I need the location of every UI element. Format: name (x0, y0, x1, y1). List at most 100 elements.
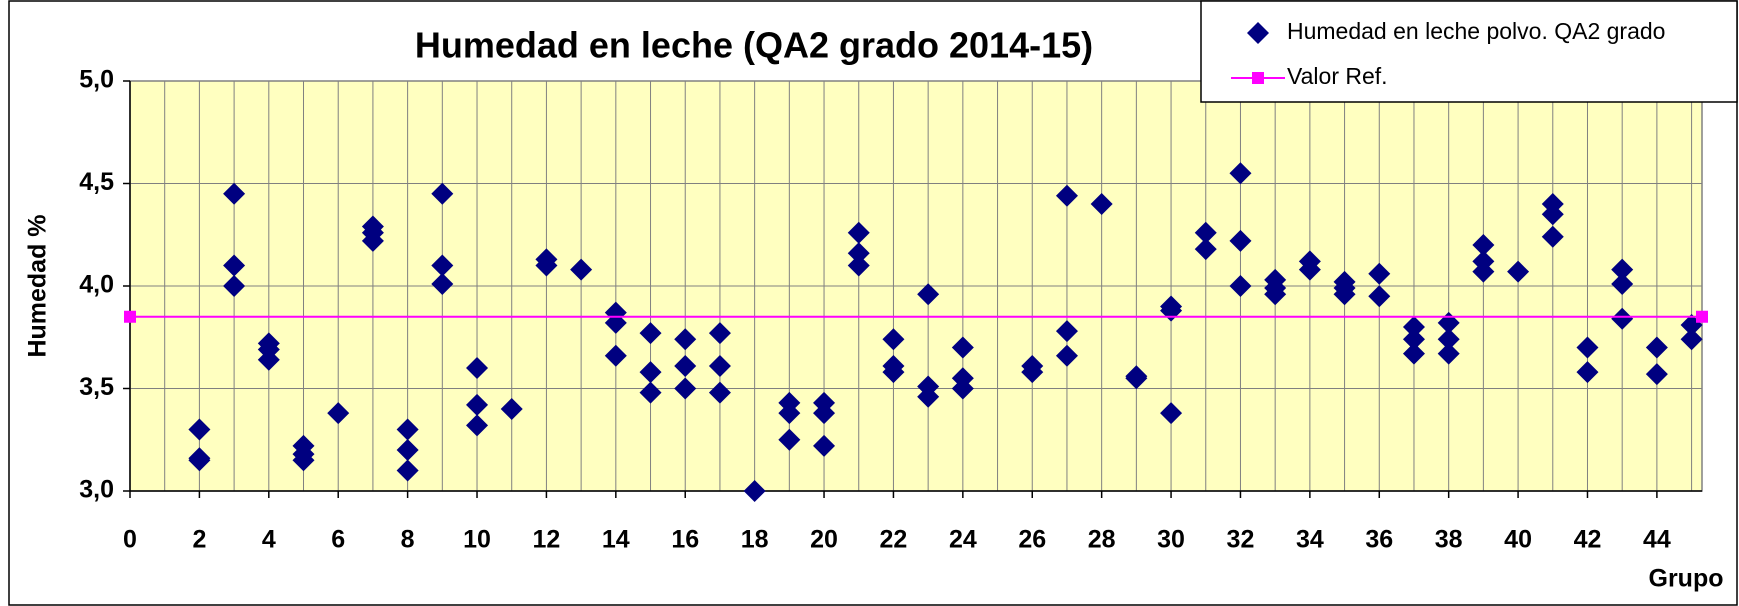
point (674, 328, 697, 351)
point (1611, 258, 1634, 281)
point (1298, 258, 1321, 281)
point (223, 275, 246, 297)
legend-label: Valor Ref. (1287, 63, 1388, 89)
point (1125, 367, 1148, 390)
point (951, 336, 974, 359)
x-tick-label: 42 (1574, 526, 1602, 554)
point (500, 398, 523, 420)
point (188, 418, 211, 441)
y-tick-label: 3,5 (79, 373, 114, 401)
point (1576, 336, 1599, 359)
x-tick-label: 30 (1157, 526, 1185, 554)
y-tick-label: 5,0 (79, 66, 114, 94)
point (708, 322, 731, 345)
legend-marker (1247, 22, 1269, 44)
x-tick-label: 6 (331, 526, 345, 554)
point (1507, 260, 1530, 283)
x-tick-label: 18 (741, 526, 769, 554)
point (1402, 342, 1425, 365)
point (1437, 342, 1460, 365)
point (396, 459, 419, 482)
point (847, 221, 870, 244)
point (1472, 234, 1495, 256)
point (708, 354, 731, 377)
x-tick-label: 4 (262, 526, 276, 554)
point (639, 381, 662, 404)
point (1160, 402, 1183, 425)
point (1368, 285, 1391, 308)
legend-label: Humedad en leche polvo. QA2 grado (1287, 18, 1665, 44)
point (1090, 193, 1113, 215)
point (1055, 184, 1078, 207)
point (1541, 203, 1564, 226)
x-tick-label: 28 (1088, 526, 1116, 554)
x-tick-label: 36 (1365, 526, 1393, 554)
point (466, 357, 489, 379)
legend-marker (1252, 72, 1264, 84)
y-tick-label: 4,5 (79, 168, 114, 196)
y-axis-label: Humedad % (24, 214, 52, 357)
point (639, 361, 662, 384)
point (1402, 316, 1425, 338)
point (743, 480, 766, 502)
x-tick-label: 20 (810, 526, 838, 554)
x-tick-label: 8 (401, 526, 415, 554)
point (1402, 328, 1425, 351)
point (1696, 310, 1708, 323)
point (708, 381, 731, 404)
point (1264, 283, 1287, 306)
point (431, 272, 454, 295)
point (396, 418, 419, 441)
point (917, 283, 940, 306)
point (1645, 336, 1668, 359)
point (813, 402, 836, 425)
y-tick-label: 4,0 (79, 271, 114, 299)
legend-box (1200, 0, 1738, 103)
point (292, 449, 315, 472)
point (257, 348, 280, 371)
point (639, 322, 662, 345)
point (188, 449, 211, 472)
x-tick-label: 14 (602, 526, 630, 554)
point (1645, 363, 1668, 386)
point (1611, 272, 1634, 295)
point (847, 242, 870, 265)
x-tick-label: 34 (1296, 526, 1324, 554)
point (223, 254, 246, 277)
point (1333, 283, 1356, 306)
point (1021, 361, 1044, 384)
chart-title: Humedad en leche (QA2 grado 2014-15) (415, 25, 1093, 66)
point (327, 402, 350, 425)
point (1229, 275, 1252, 297)
point (1541, 225, 1564, 248)
point (847, 254, 870, 277)
x-tick-label: 2 (192, 526, 206, 554)
point (1576, 361, 1599, 384)
x-tick-label: 44 (1643, 526, 1671, 554)
point (882, 328, 905, 351)
point (813, 434, 836, 457)
point (1368, 262, 1391, 285)
point (674, 354, 697, 377)
point (604, 344, 627, 367)
point (466, 414, 489, 437)
point (1055, 320, 1078, 343)
x-tick-label: 24 (949, 526, 977, 554)
point (882, 361, 905, 384)
x-axis-label: Grupo (1649, 565, 1724, 593)
x-tick-label: 32 (1227, 526, 1255, 554)
point (1194, 238, 1217, 261)
point (431, 182, 454, 205)
point (951, 377, 974, 400)
x-tick-label: 0 (123, 526, 137, 554)
point (778, 428, 801, 451)
x-tick-label: 12 (533, 526, 561, 554)
point (396, 439, 419, 461)
point (1611, 307, 1634, 330)
point (778, 402, 801, 425)
x-tick-label: 38 (1435, 526, 1463, 554)
point (535, 254, 558, 277)
point (1437, 328, 1460, 351)
x-tick-label: 16 (671, 526, 699, 554)
